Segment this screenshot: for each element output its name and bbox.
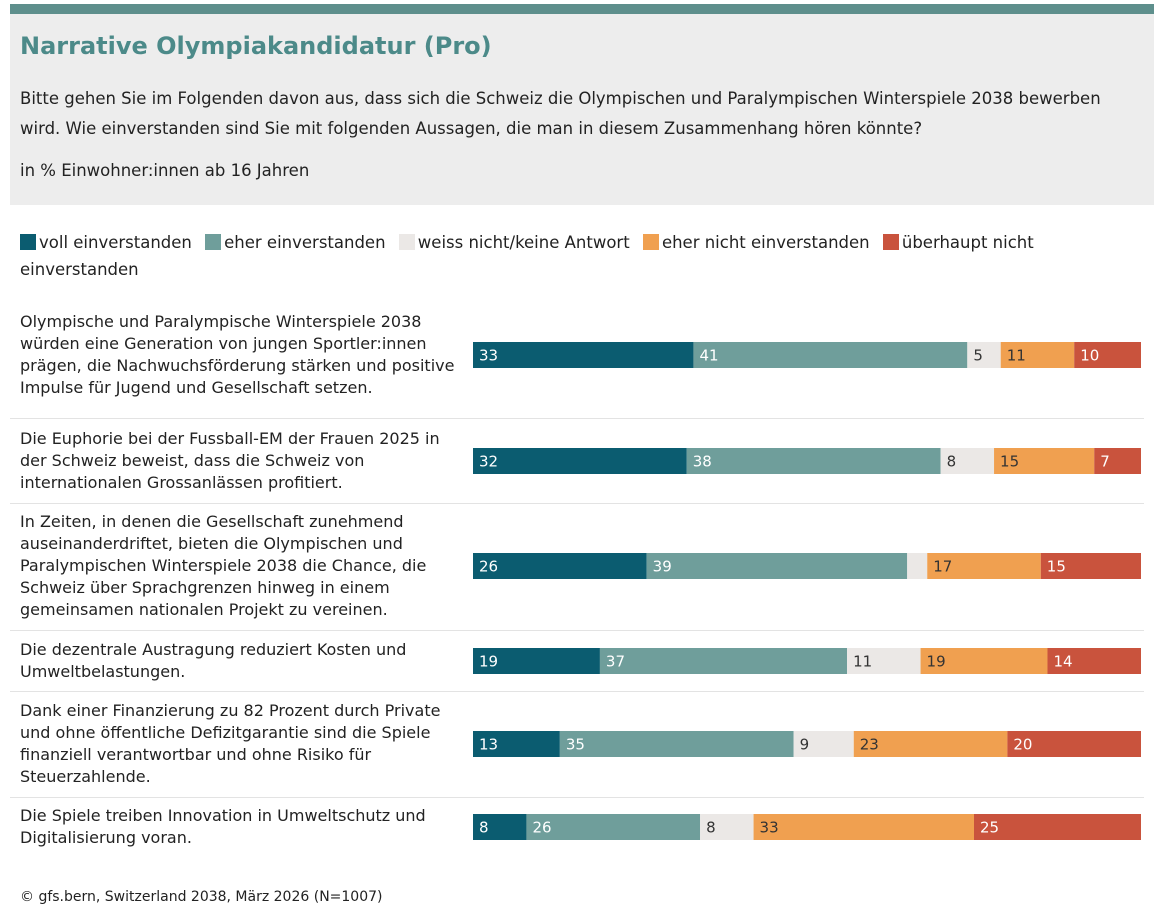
value-label: 26 xyxy=(479,558,498,576)
header-stripe xyxy=(10,4,1154,14)
value-label: 13 xyxy=(479,736,498,754)
value-label: 33 xyxy=(760,819,779,837)
bar-segment xyxy=(473,553,647,579)
legend-swatch xyxy=(398,234,415,250)
bar-segment xyxy=(700,814,754,840)
legend-label: eher einverstanden xyxy=(224,233,386,252)
bar-segment xyxy=(473,731,560,757)
value-label: 8 xyxy=(947,453,957,471)
bar-segment xyxy=(753,814,974,840)
value-label: 41 xyxy=(699,347,718,365)
bar-segment xyxy=(1007,731,1141,757)
bar-segment xyxy=(853,731,1008,757)
legend-swatch xyxy=(20,234,36,250)
unit-note: in % Einwohner:innen ab 16 Jahren xyxy=(20,161,310,180)
row-label: In Zeiten, in denen die Gesellschaft zun… xyxy=(20,512,427,619)
row-label: Die dezentrale Austragung reduziert Kost… xyxy=(20,640,407,681)
header-band xyxy=(10,14,1154,205)
row-separator xyxy=(10,418,1144,419)
value-label: 33 xyxy=(479,347,498,365)
bar-segment xyxy=(473,648,600,674)
bar-segment xyxy=(793,731,854,757)
row-label: Die Spiele treiben Innovation in Umwelts… xyxy=(20,806,426,847)
bar-segment xyxy=(526,814,701,840)
legend-label: weiss nicht/keine Antwort xyxy=(417,233,630,252)
value-label: 9 xyxy=(800,736,810,754)
bar-segment xyxy=(974,814,1141,840)
legend: voll einverstanden eher einverstanden we… xyxy=(20,229,1120,283)
bar-segment xyxy=(994,448,1095,474)
row-separator xyxy=(10,630,1144,631)
bar-segment xyxy=(847,648,921,674)
bar-segment xyxy=(559,731,794,757)
value-label: 17 xyxy=(933,558,952,576)
legend-label: voll einverstanden xyxy=(39,233,192,252)
value-label: 37 xyxy=(606,653,625,671)
value-label: 39 xyxy=(653,558,672,576)
bar-segment xyxy=(686,448,941,474)
bar-segment xyxy=(1047,648,1141,674)
value-label: 32 xyxy=(479,453,498,471)
chart-subtitle: Bitte gehen Sie im Folgenden davon aus, … xyxy=(20,89,1101,138)
legend-label: eher nicht einverstanden xyxy=(661,233,870,252)
value-label: 5 xyxy=(973,347,983,365)
value-label: 11 xyxy=(1007,347,1026,365)
row-separator xyxy=(10,797,1144,798)
row-label: Die Euphorie bei der Fussball-EM der Fra… xyxy=(20,429,440,492)
bar-segment xyxy=(940,448,995,474)
value-label: 8 xyxy=(479,819,489,837)
legend-swatch xyxy=(205,234,222,250)
row-separator xyxy=(10,503,1144,504)
row-label: Dank einer Finanzierung zu 82 Prozent du… xyxy=(20,701,441,786)
row-label: Olympische und Paralympische Winterspiel… xyxy=(20,312,455,397)
value-label: 15 xyxy=(1047,558,1066,576)
value-label: 20 xyxy=(1013,736,1032,754)
value-label: 15 xyxy=(1000,453,1019,471)
legend-swatch xyxy=(882,234,899,250)
bar-segment xyxy=(473,448,687,474)
value-label: 19 xyxy=(479,653,498,671)
value-label: 23 xyxy=(860,736,879,754)
value-label: 35 xyxy=(566,736,585,754)
chart-title: Narrative Olympiakandidatur (Pro) xyxy=(20,32,492,60)
bar-segment xyxy=(473,342,694,368)
bar-segment xyxy=(1040,553,1141,579)
value-label: 11 xyxy=(853,653,872,671)
value-label: 26 xyxy=(532,819,551,837)
value-label: 8 xyxy=(706,819,716,837)
bar-segment xyxy=(907,553,928,579)
bar-segment xyxy=(1074,342,1141,368)
bar-segment xyxy=(967,342,1001,368)
value-label: 14 xyxy=(1053,653,1072,671)
legend-label: überhaupt nicht einverstanden xyxy=(20,233,1034,279)
bar-segment xyxy=(1094,448,1141,474)
bar-segment xyxy=(646,553,908,579)
bar-segment xyxy=(599,648,848,674)
bar-segment xyxy=(927,553,1041,579)
legend-swatch xyxy=(642,234,659,250)
value-label: 10 xyxy=(1080,347,1099,365)
bar-segment xyxy=(693,342,968,368)
value-label: 38 xyxy=(693,453,712,471)
bar-segment xyxy=(473,814,527,840)
row-separator xyxy=(10,691,1144,692)
bar-segment xyxy=(920,648,1048,674)
value-label: 25 xyxy=(980,819,999,837)
value-label: 7 xyxy=(1100,453,1110,471)
source: © gfs.bern, Switzerland 2038, März 2026 … xyxy=(20,889,383,905)
value-label: 19 xyxy=(927,653,946,671)
bar-segment xyxy=(1000,342,1075,368)
